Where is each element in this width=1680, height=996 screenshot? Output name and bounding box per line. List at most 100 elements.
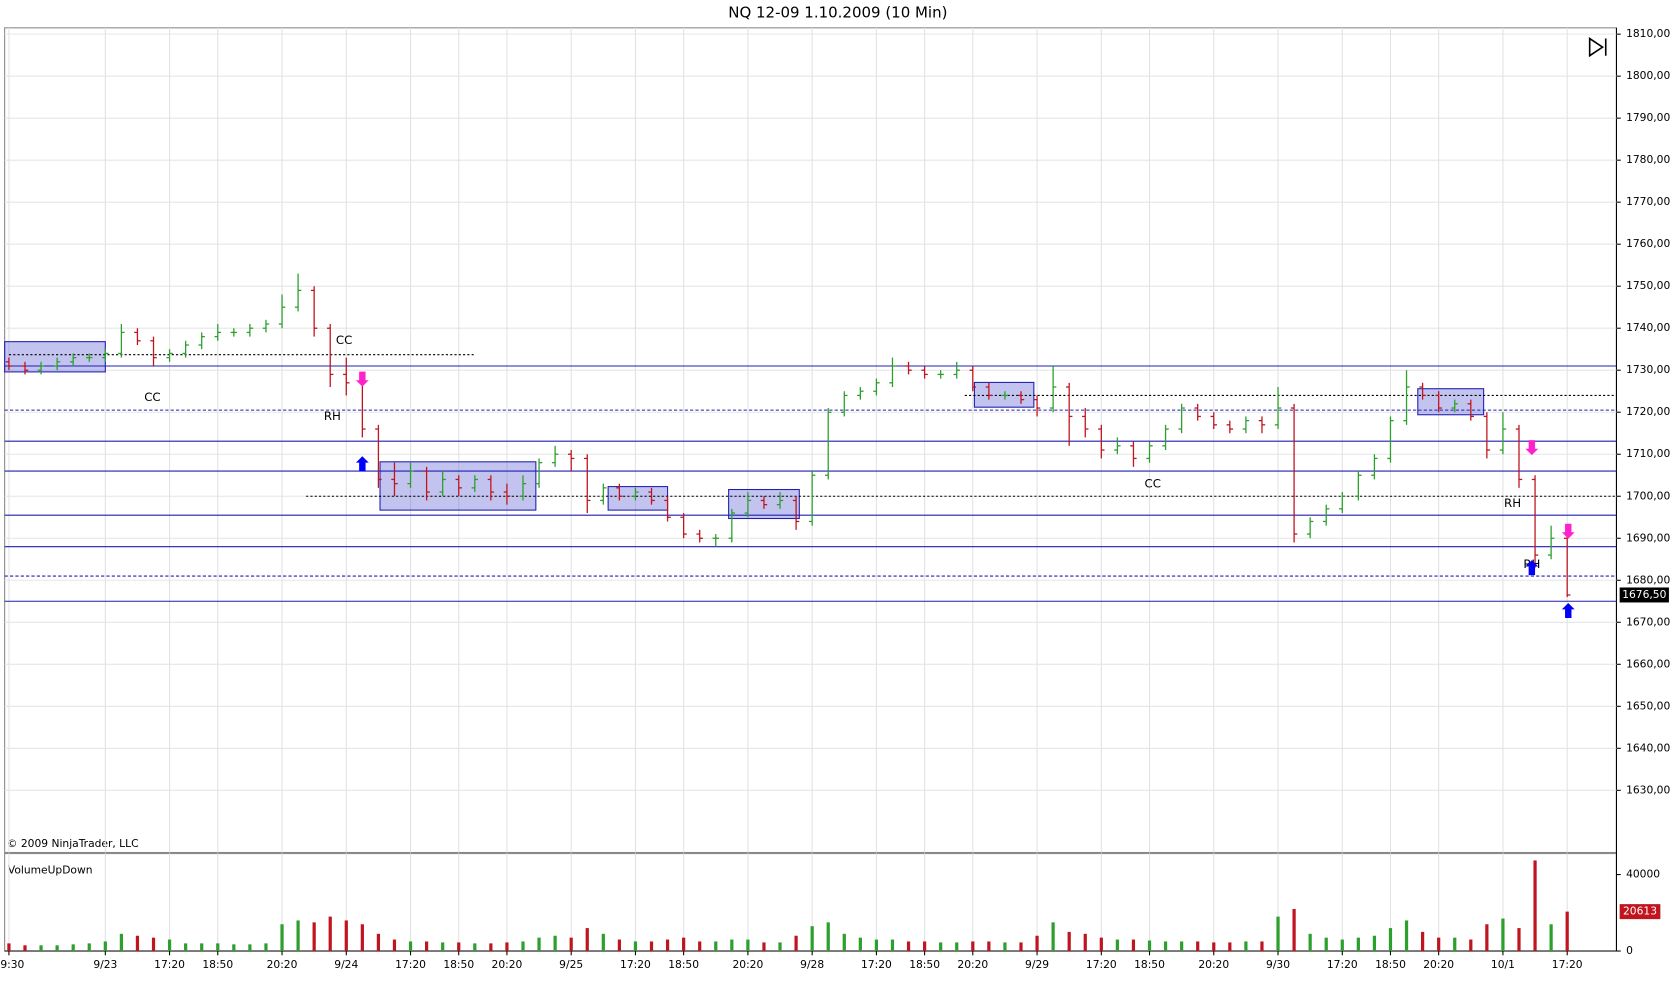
volume-bar	[842, 933, 846, 952]
y-tick-label: 1640,00	[1626, 741, 1670, 754]
x-tick-label: 18:50	[1375, 958, 1406, 971]
y-tick-label: 40000	[1626, 868, 1660, 881]
volume-bar	[1421, 931, 1425, 952]
volume-bar	[71, 944, 75, 952]
last-price-label: 1676,50	[1622, 588, 1666, 601]
x-tick-label: 17:20	[154, 958, 185, 971]
volume-bar	[1115, 939, 1119, 952]
volume-bar	[1003, 942, 1007, 952]
volume-bar	[874, 939, 879, 952]
volume-bar	[682, 937, 686, 952]
volume-bar	[1565, 911, 1569, 952]
zone-box	[379, 461, 537, 511]
zone-box	[1417, 388, 1485, 416]
volume-bar	[553, 935, 557, 952]
volume-bar	[1469, 939, 1473, 952]
volume-bar	[794, 935, 798, 952]
volume-bar	[55, 945, 59, 952]
volume-bar	[264, 943, 268, 952]
volume-bar	[1324, 937, 1328, 952]
volume-bar	[280, 924, 284, 952]
annotation: RH	[324, 409, 341, 423]
x-tick-label: 19:30	[0, 958, 25, 971]
volume-bar	[1372, 935, 1377, 952]
volume-bar	[489, 943, 493, 952]
volume-bar	[1356, 937, 1360, 952]
signal-arrow	[1525, 560, 1539, 576]
signal-arrow	[355, 456, 369, 472]
y-tick-label: 1780,00	[1626, 153, 1670, 166]
volume-bar	[939, 942, 943, 952]
y-tick-label: 1690,00	[1626, 531, 1670, 544]
volume-bar	[698, 941, 702, 952]
volume-bar	[858, 937, 862, 952]
signal-arrow	[355, 371, 369, 387]
annotation: RH	[1504, 496, 1521, 510]
y-tick-label: 1750,00	[1626, 279, 1670, 292]
volume-bar	[1292, 908, 1296, 952]
volume-bar	[23, 945, 27, 952]
volume-bar	[360, 924, 364, 952]
last-volume-label: 20613	[1623, 905, 1657, 918]
volume-bar	[344, 920, 348, 952]
x-tick-label: 20:20	[732, 958, 763, 971]
volume-bar	[425, 941, 429, 952]
volume-bar	[601, 933, 605, 952]
x-tick-label: 17:20	[861, 958, 892, 971]
volume-bar	[778, 942, 782, 952]
volume-bar	[119, 933, 123, 952]
x-tick-label: 20:20	[957, 958, 988, 971]
x-tick-label: 9/25	[559, 958, 583, 971]
volume-bar	[167, 939, 172, 952]
x-tick-label: 17:20	[1327, 958, 1358, 971]
scroll-end-button[interactable]	[1588, 37, 1607, 58]
y-tick-label: 1770,00	[1626, 195, 1670, 208]
volume-bar	[762, 942, 766, 952]
volume-bar	[135, 935, 140, 952]
volume-bar	[1404, 920, 1409, 952]
x-tick-label: 17:20	[395, 958, 426, 971]
volume-bar	[1147, 940, 1152, 952]
zone-box	[607, 486, 669, 511]
volume-bar	[184, 943, 188, 952]
volume-bar	[826, 922, 830, 952]
x-tick-label: 18:50	[202, 958, 233, 971]
volume-bar	[1260, 941, 1264, 952]
volume-bar	[906, 941, 911, 952]
y-tick-label: 1720,00	[1626, 405, 1670, 418]
volume-bar	[1163, 941, 1168, 952]
y-tick-label: 0	[1626, 944, 1633, 957]
volume-bar	[746, 939, 750, 952]
volume-bar	[1501, 918, 1505, 952]
y-tick-label: 1710,00	[1626, 447, 1670, 460]
volume-bar	[232, 944, 236, 952]
volume-bar	[585, 928, 589, 952]
volume-bar	[200, 943, 204, 952]
y-tick-label: 1630,00	[1626, 783, 1670, 796]
y-tick-label: 1810,00	[1626, 27, 1670, 40]
x-tick-label: 9/23	[93, 958, 117, 971]
x-tick-label: 9/24	[334, 958, 358, 971]
y-tick-label: 1740,00	[1626, 321, 1670, 334]
chart-title: NQ 12-09 1.10.2009 (10 Min)	[728, 3, 947, 21]
volume-bar	[7, 943, 11, 952]
volume-bar	[730, 939, 734, 952]
volume-bar	[810, 926, 814, 952]
x-tick-label: 10/1	[1491, 958, 1515, 971]
y-tick-label: 1790,00	[1626, 111, 1670, 124]
volume-bar	[1035, 935, 1039, 952]
volume-bar	[248, 944, 252, 952]
volume-bar	[1228, 942, 1232, 952]
y-tick-label: 1650,00	[1626, 699, 1670, 712]
last-price-box	[1619, 587, 1669, 603]
volume-bar	[955, 942, 959, 952]
x-tick-label: 17:20	[620, 958, 651, 971]
volume-bar	[1019, 942, 1023, 952]
volume-bar	[441, 942, 445, 952]
volume-bar	[1067, 931, 1071, 952]
annotation: CC	[1145, 477, 1161, 491]
volume-bar	[617, 939, 621, 952]
volume-bar	[473, 943, 477, 952]
x-tick-label: 20:20	[1198, 958, 1229, 971]
